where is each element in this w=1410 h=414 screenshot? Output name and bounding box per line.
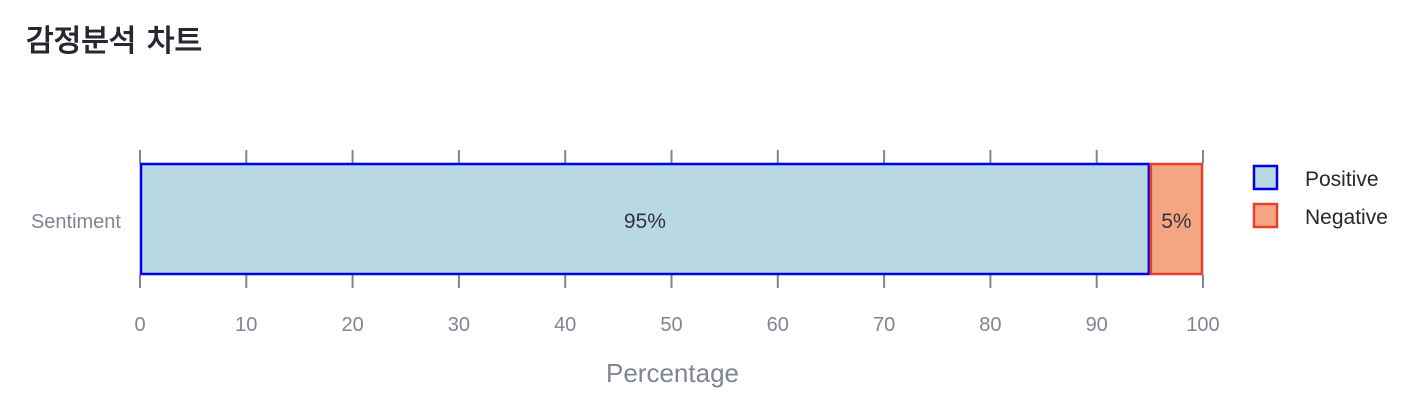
legend-swatch-positive [1252,164,1279,191]
x-tick-label-1: 10 [235,314,257,336]
y-category-label: Sentiment [31,211,121,233]
x-tick-label-8: 80 [979,314,1001,336]
x-tick-labels: 0 10 20 30 40 50 60 70 80 90 100 [134,314,1219,336]
legend-label-negative: Negative [1305,206,1388,229]
bar-label-positive: 95% [624,210,666,233]
top-tick-marks [139,150,1204,163]
x-tick-label-4: 40 [554,314,576,336]
bar-negative [1149,162,1204,276]
x-tick-label-6: 60 [767,314,789,336]
bar-label-negative: 5% [1161,210,1191,233]
bar-group: 95% 5% [139,162,1204,276]
x-axis-title: Percentage [606,358,739,388]
page-title: 감정분석 차트 [26,24,203,59]
x-tick-label-9: 90 [1086,314,1108,336]
x-tick-label-2: 20 [341,314,363,336]
legend-swatch-negative [1252,202,1279,229]
legend: Positive Negative [1252,164,1388,229]
x-tick-label-5: 50 [660,314,682,336]
x-tick-label-0: 0 [134,314,145,336]
x-tick-label-3: 30 [448,314,470,336]
legend-label-positive: Positive [1305,168,1379,191]
bottom-tick-marks [139,275,1204,288]
bar-positive [139,162,1151,276]
x-tick-label-10: 100 [1186,314,1219,336]
x-tick-label-7: 70 [873,314,895,336]
